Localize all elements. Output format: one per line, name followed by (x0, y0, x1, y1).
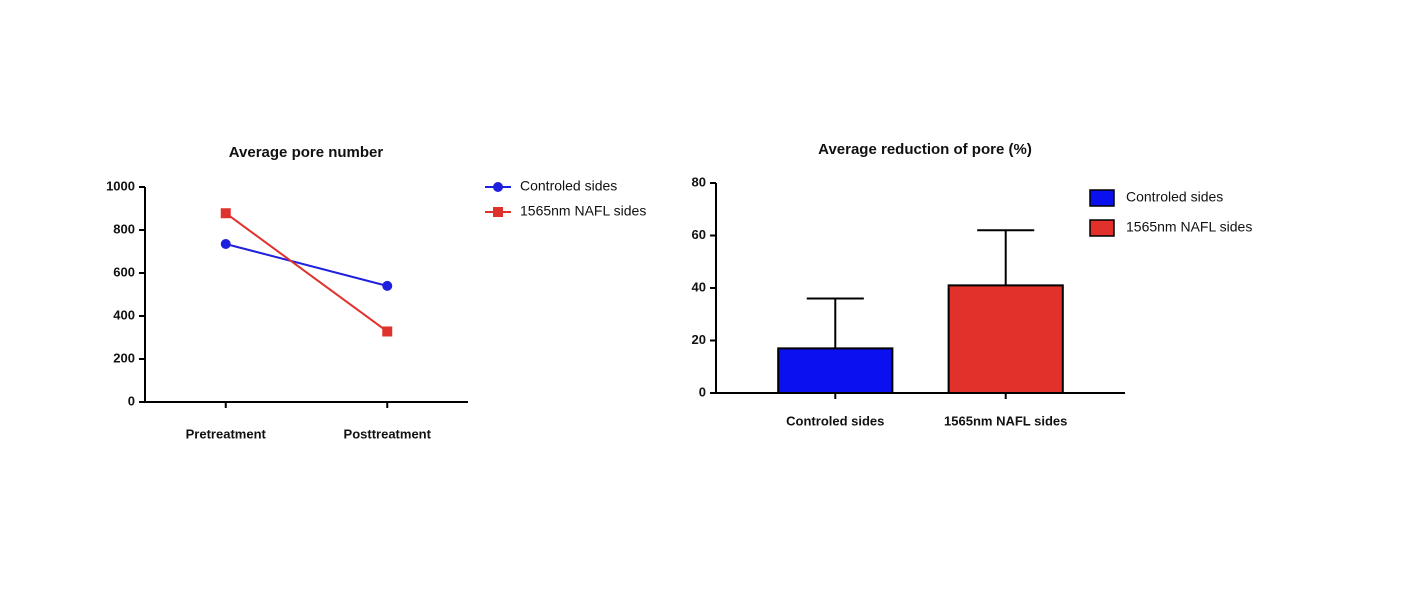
legend-swatch (1089, 189, 1115, 207)
legend-marker (493, 207, 503, 217)
point (220, 238, 231, 249)
point (382, 280, 393, 291)
point (382, 326, 393, 337)
series-line (225, 243, 388, 287)
y-tick-label: 0 (128, 393, 135, 408)
bar (777, 347, 894, 394)
bar (947, 284, 1064, 394)
series-line (225, 212, 388, 333)
x-tick-label: 1565nm NAFL sides (944, 413, 1067, 428)
legend-label: 1565nm NAFL sides (520, 203, 646, 219)
legend-label: Controled sides (520, 178, 617, 194)
y-tick-label: 20 (692, 332, 706, 347)
y-tick-label: 400 (113, 307, 135, 322)
x-tick-label: Controled sides (786, 413, 884, 428)
legend-label: 1565nm NAFL sides (1126, 219, 1252, 235)
point (220, 208, 231, 219)
y-tick-label: 200 (113, 350, 135, 365)
y-tick-label: 0 (699, 384, 706, 399)
chart-title: Average reduction of pore (%) (818, 141, 1032, 158)
y-tick-label: 80 (692, 174, 706, 189)
y-tick-label: 60 (692, 227, 706, 242)
y-tick-label: 600 (113, 264, 135, 279)
legend-marker (493, 182, 503, 192)
y-tick-label: 800 (113, 221, 135, 236)
legend-label: Controled sides (1126, 189, 1223, 205)
legend-swatch (1089, 219, 1115, 237)
chart-title: Average pore number (229, 144, 384, 161)
y-tick-label: 40 (692, 279, 706, 294)
x-tick-label: Posttreatment (344, 426, 432, 441)
x-tick-label: Pretreatment (186, 426, 267, 441)
y-tick-label: 1000 (106, 178, 135, 193)
